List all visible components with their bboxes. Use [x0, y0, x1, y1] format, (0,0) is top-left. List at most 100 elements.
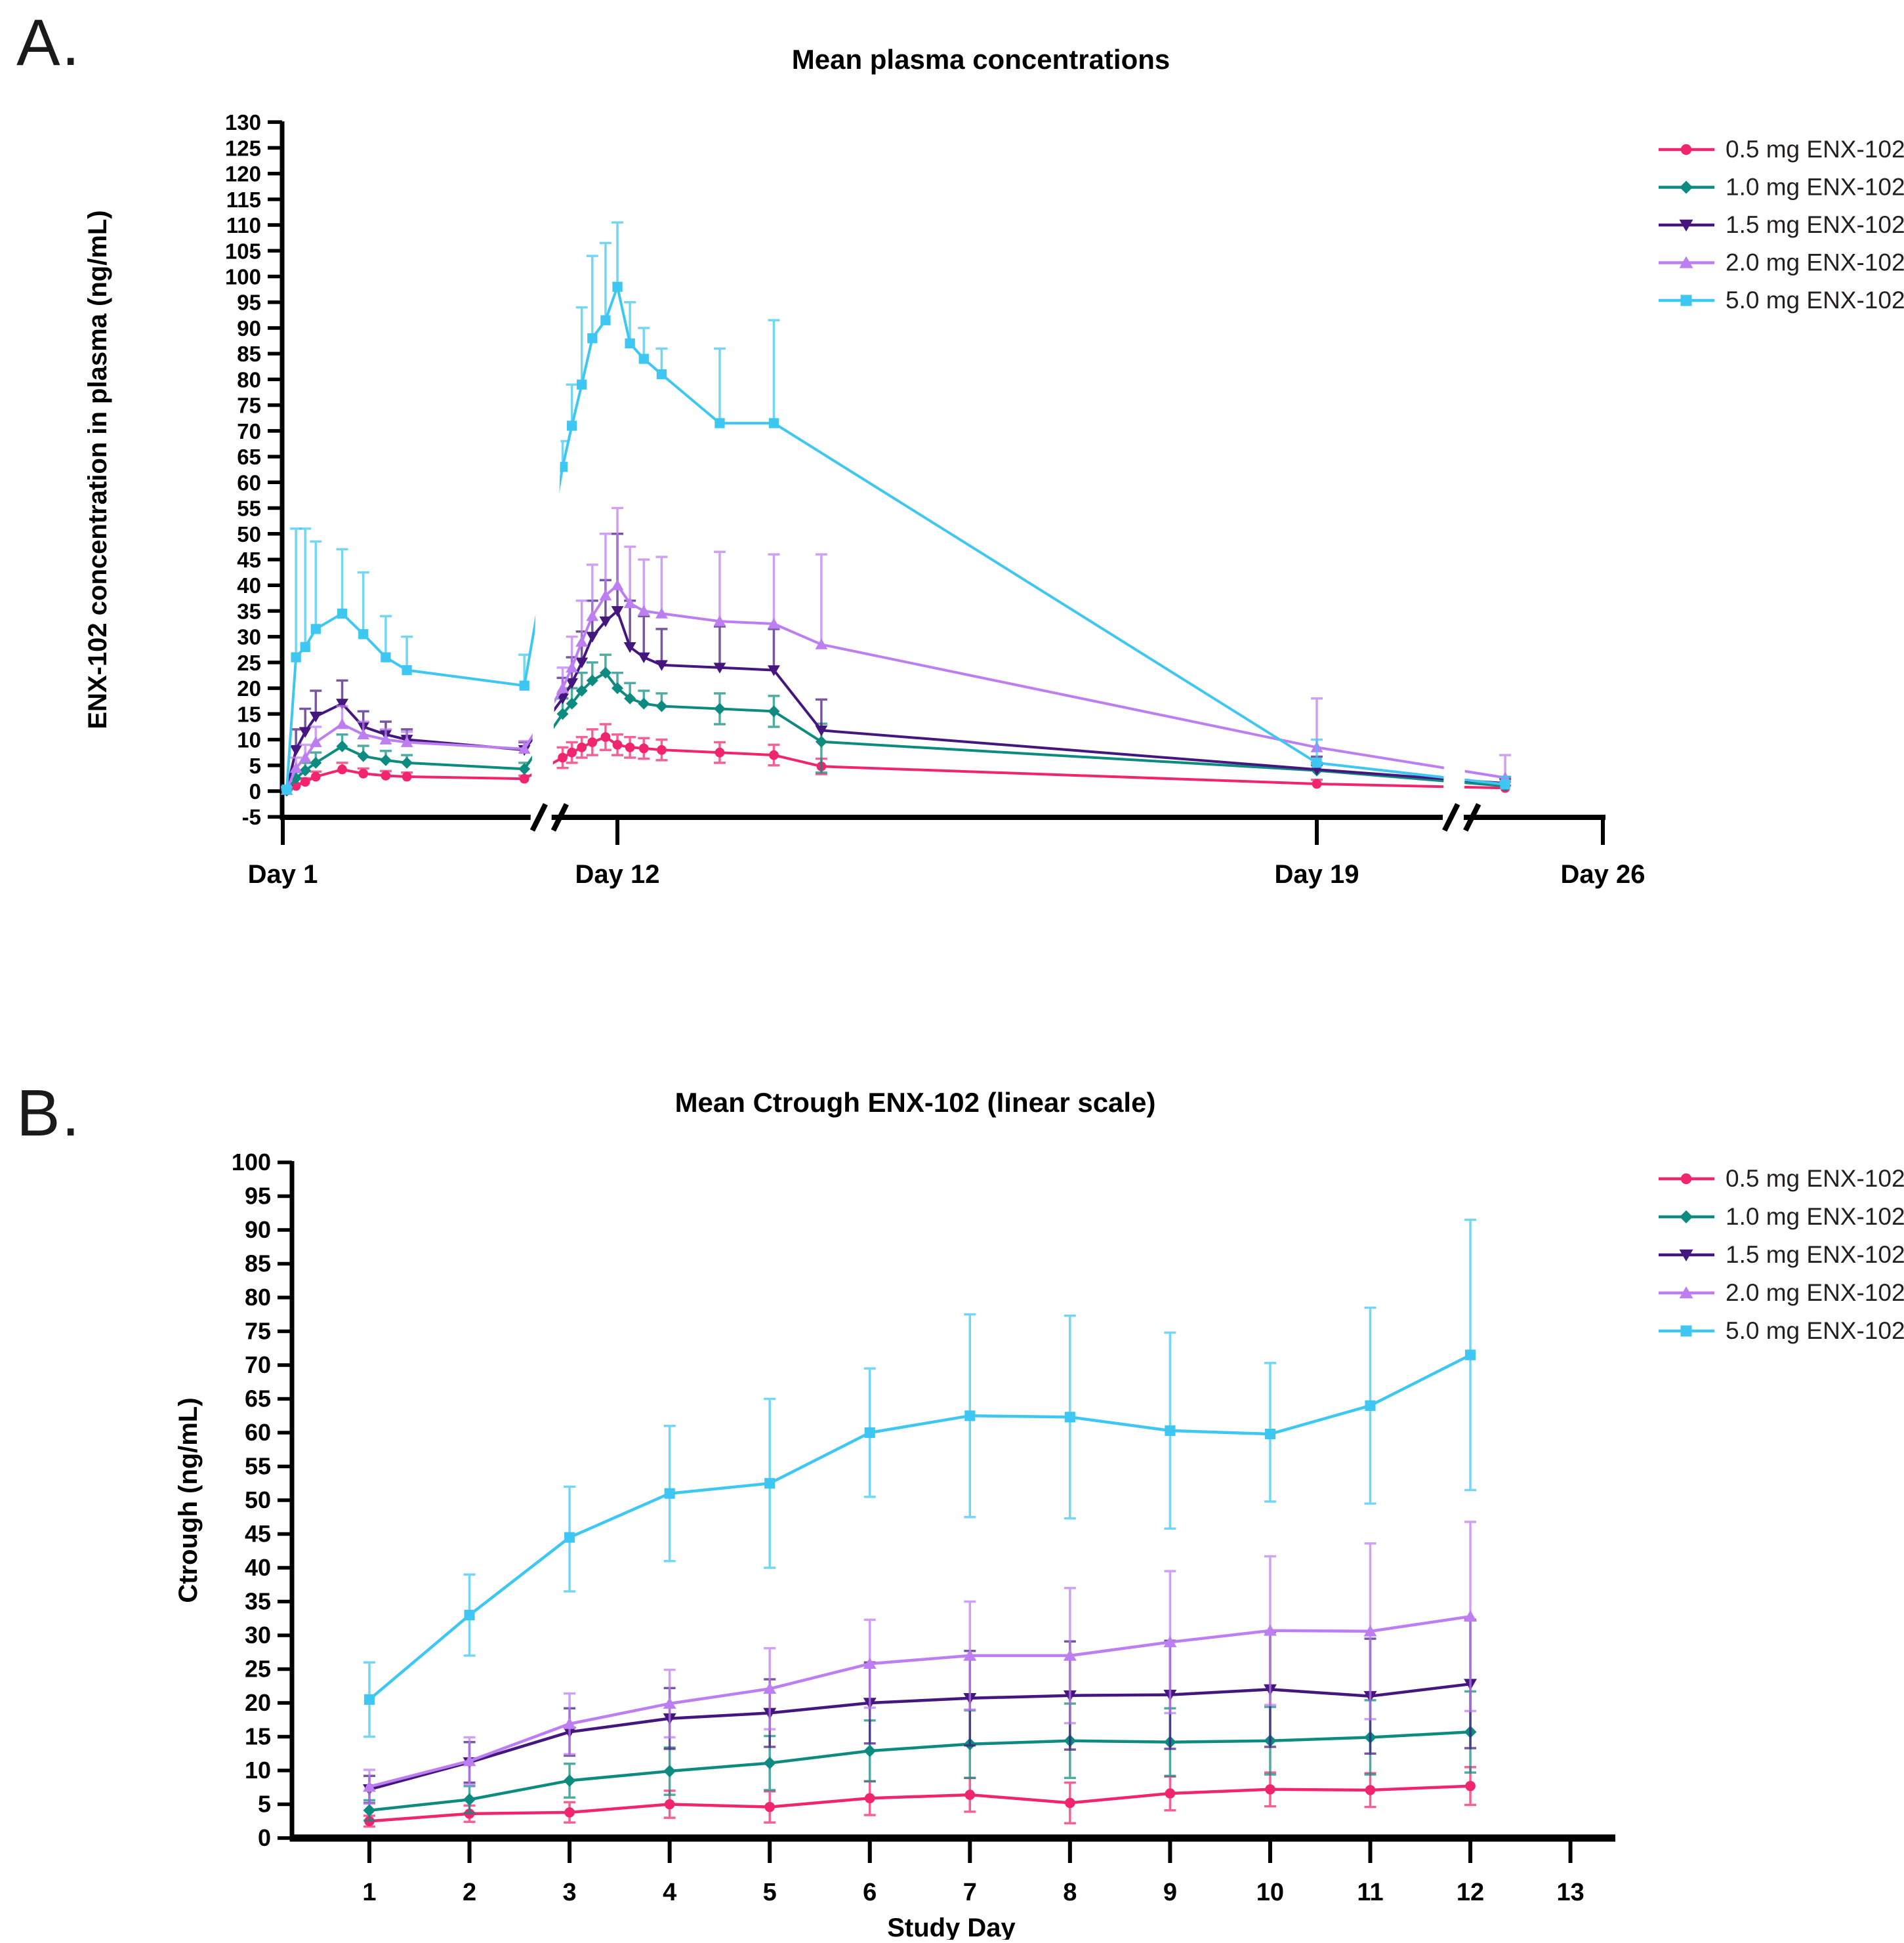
- y-tick-label: -5: [242, 805, 261, 829]
- data-point: [463, 1755, 476, 1767]
- legend-label: 2.0 mg ENX-102: [1726, 249, 1904, 276]
- legend-item: 5.0 mg ENX-102: [1659, 287, 1904, 314]
- error-bar-up: [586, 563, 598, 617]
- series-line: [285, 584, 1506, 791]
- series-0.5-mg-enx-102: [363, 1766, 1477, 1828]
- data-point: [769, 750, 779, 760]
- error-bar-up: [357, 571, 369, 634]
- y-tick-label: 20: [245, 1689, 271, 1716]
- panel-a-legend: 0.5 mg ENX-102 1.0 mg ENX-102 1.5 mg ENX-1…: [1659, 136, 1904, 314]
- data-point: [1064, 1412, 1075, 1423]
- data-point: [586, 674, 598, 687]
- legend-label: 1.5 mg ENX-102: [1726, 211, 1904, 238]
- y-tick-label: 20: [237, 676, 261, 701]
- data-point: [309, 711, 322, 723]
- error-bar-up: [575, 306, 588, 385]
- error-bar-up: [611, 221, 624, 287]
- panel-b-x-axis-title: Study Day: [887, 1913, 1016, 1940]
- axis-break-band: [530, 116, 569, 825]
- data-point: [599, 616, 612, 628]
- data-point: [402, 665, 412, 676]
- data-point: [463, 1793, 476, 1806]
- y-tick-label: 15: [245, 1723, 271, 1750]
- series-1.5-mg-enx-102: [363, 1618, 1478, 1805]
- error-bar-up: [599, 533, 611, 596]
- series-1.0-mg-enx-102: [363, 1690, 1477, 1822]
- data-point: [587, 333, 598, 344]
- x-tick-label: 1: [362, 1879, 376, 1906]
- data-point: [625, 338, 635, 349]
- error-bar-down: [1464, 1355, 1477, 1492]
- data-point: [1464, 1349, 1476, 1360]
- data-point: [289, 762, 302, 773]
- x-tick-label: 8: [1063, 1879, 1077, 1906]
- legend-label: 5.0 mg ENX-102: [1726, 287, 1904, 314]
- data-point: [558, 752, 568, 763]
- error-bar-down: [1164, 1430, 1176, 1530]
- error-bar-up: [713, 550, 726, 622]
- legend-item: 1.5 mg ENX-102: [1659, 211, 1904, 238]
- data-point: [768, 618, 780, 629]
- error-bar-up: [401, 635, 413, 670]
- data-point: [379, 733, 392, 745]
- data-point: [657, 745, 667, 755]
- y-tick-label: 115: [226, 188, 261, 212]
- y-tick-label: 10: [245, 1757, 271, 1784]
- data-point: [310, 624, 321, 634]
- data-point: [566, 697, 578, 710]
- series-5.0-mg-enx-102: [363, 1218, 1477, 1738]
- y-tick-label: 25: [245, 1656, 271, 1683]
- data-point: [768, 418, 779, 428]
- error-bar-down: [1064, 1655, 1076, 1725]
- data-point: [655, 660, 668, 671]
- panel-a-label: A.: [16, 6, 81, 79]
- data-point: [577, 742, 587, 752]
- data-point: [625, 742, 635, 752]
- error-bar-down: [1064, 1417, 1076, 1520]
- error-bar-down: [564, 1537, 576, 1593]
- x-tick-label: 3: [563, 1879, 577, 1906]
- data-point: [402, 771, 412, 782]
- y-tick-label: 15: [237, 702, 261, 726]
- error-bar-up: [599, 241, 611, 321]
- series-line: [285, 285, 1506, 790]
- error-bar-up: [638, 615, 650, 658]
- legend-marker: [1679, 1286, 1693, 1299]
- legend-item: 1.0 mg ENX-102: [1659, 174, 1904, 201]
- error-bar-down: [964, 1416, 976, 1519]
- x-tick-label: 11: [1357, 1879, 1383, 1906]
- axis-break-slash: [1442, 803, 1460, 832]
- error-bar-down: [663, 1704, 676, 1739]
- y-tick-label: 95: [245, 1183, 271, 1210]
- error-bar-up: [655, 628, 668, 665]
- error-bar-up: [1164, 1570, 1176, 1643]
- data-point: [363, 1804, 376, 1817]
- data-point: [586, 632, 599, 643]
- error-bar-up: [764, 1397, 776, 1484]
- legend-label: 1.0 mg ENX-102: [1726, 1203, 1904, 1230]
- data-point: [663, 1697, 676, 1709]
- y-tick-label: 120: [225, 162, 261, 186]
- data-point: [1065, 1797, 1075, 1809]
- y-tick-label: 75: [237, 394, 261, 418]
- series-line: [369, 1730, 1471, 1812]
- x-tick-label: 2: [463, 1879, 476, 1906]
- error-bar-up: [815, 698, 827, 731]
- error-bar-down: [863, 1703, 876, 1745]
- data-point: [575, 636, 589, 647]
- legend-marker: [1679, 256, 1693, 268]
- data-point: [655, 607, 668, 619]
- data-point: [638, 743, 649, 754]
- error-bar-up: [463, 1573, 476, 1616]
- legend-item: 1.0 mg ENX-102: [1659, 1203, 1904, 1230]
- data-point: [763, 1757, 776, 1770]
- y-tick-label: 0: [249, 779, 261, 804]
- data-point: [299, 764, 312, 777]
- data-point: [638, 354, 649, 364]
- error-bar-up: [624, 300, 636, 344]
- error-bar-up: [299, 527, 312, 647]
- legend-label: 5.0 mg ENX-102: [1726, 1317, 1904, 1344]
- data-point: [575, 657, 589, 668]
- data-point: [566, 661, 579, 673]
- legend-label: 1.0 mg ENX-102: [1726, 174, 1904, 201]
